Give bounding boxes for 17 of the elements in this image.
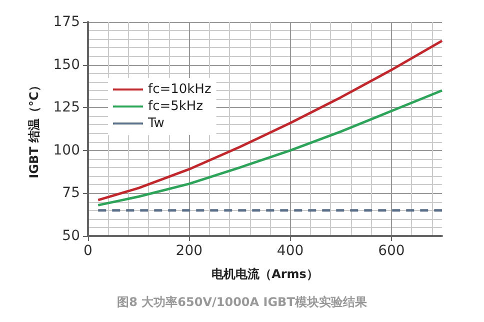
x-tick-label: 400 bbox=[276, 243, 304, 259]
legend-label: Tw bbox=[147, 116, 165, 131]
legend-label: fc=10kHz bbox=[148, 82, 212, 97]
y-tick-label: 125 bbox=[53, 100, 80, 116]
line-series bbox=[96, 40, 444, 202]
x-tick-label: 200 bbox=[176, 243, 203, 259]
y-tick-label: 50 bbox=[62, 228, 80, 244]
legend-label: fc=5kHz bbox=[148, 99, 204, 114]
caption: 图8 大功率650V/1000A IGBT模块实验结果 bbox=[117, 295, 368, 309]
y-tick-label: 150 bbox=[53, 56, 80, 73]
y-axis-title: IGBT 结温（°C） bbox=[27, 80, 41, 178]
y-tick-label: 175 bbox=[53, 14, 80, 30]
y-tick-label: 75 bbox=[62, 185, 80, 202]
x-axis-title: 电机电流（Arms） bbox=[212, 267, 318, 281]
y-tick-label: 100 bbox=[53, 142, 80, 158]
x-tick-label: 600 bbox=[378, 243, 405, 259]
x-tick-label: 0 bbox=[84, 243, 92, 259]
